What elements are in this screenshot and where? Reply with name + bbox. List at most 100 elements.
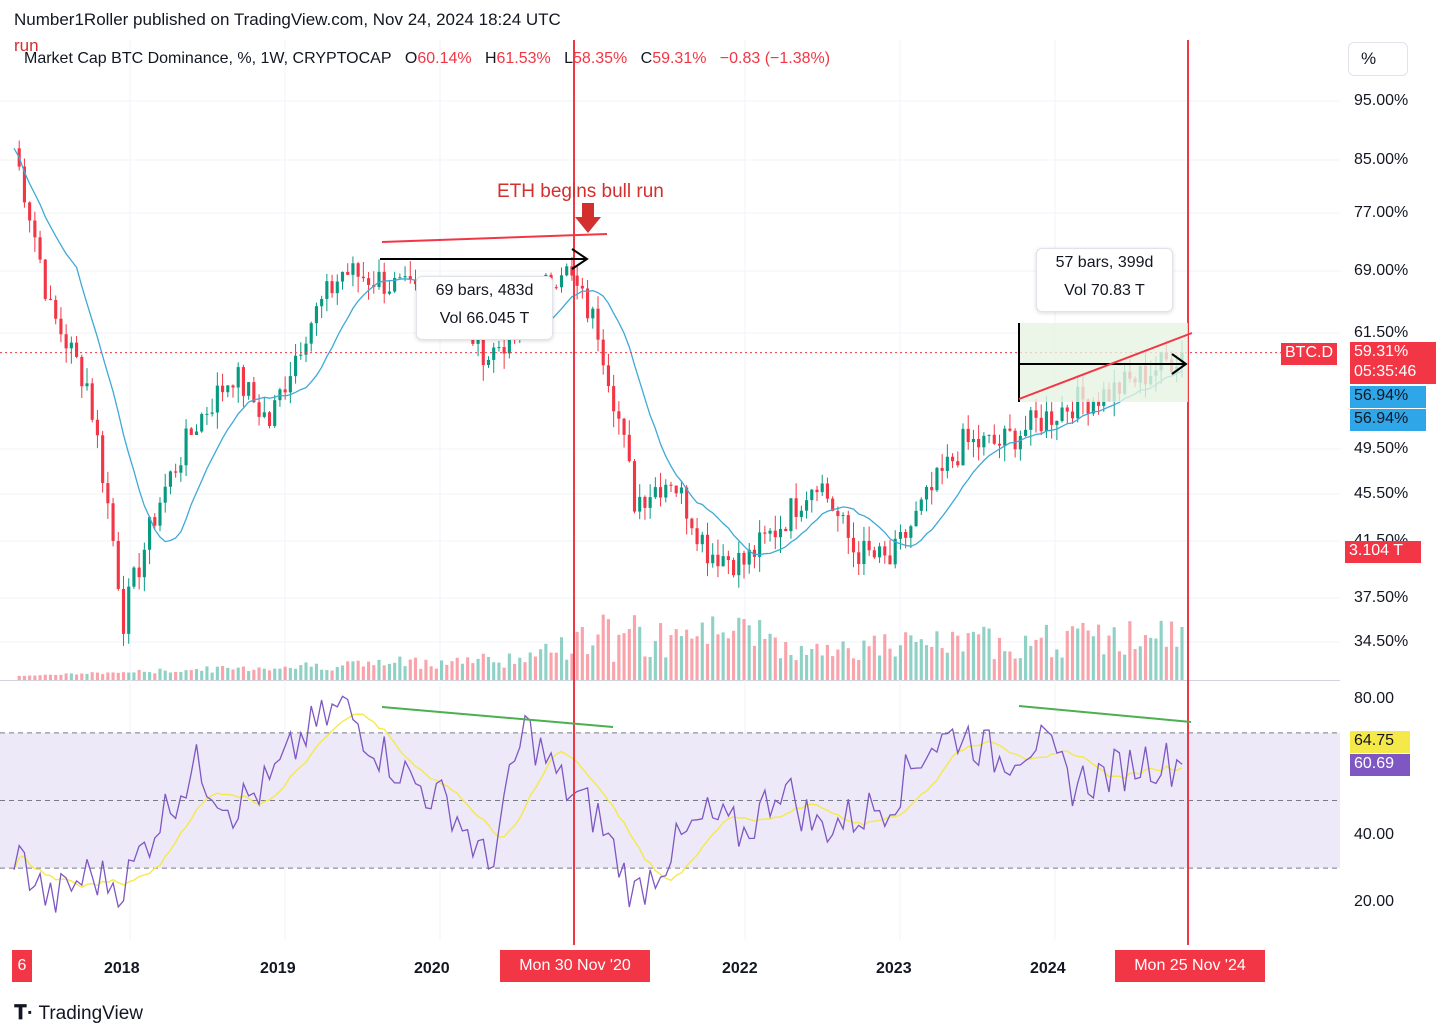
candle-body bbox=[1034, 410, 1038, 418]
candle-body bbox=[784, 528, 788, 532]
volume-bar bbox=[935, 631, 939, 680]
trend-line-top bbox=[381, 233, 608, 243]
candle-body bbox=[194, 431, 199, 435]
volume-bar bbox=[1070, 626, 1075, 680]
price-tick: 37.50% bbox=[1354, 589, 1409, 606]
volume-bar bbox=[659, 623, 663, 680]
candle-body bbox=[945, 456, 949, 471]
volume-bar bbox=[737, 617, 741, 680]
volume-bar bbox=[481, 653, 485, 680]
volume-bar bbox=[841, 641, 845, 680]
volume-bar bbox=[90, 672, 94, 680]
volume-bar bbox=[544, 643, 548, 680]
volume-bar bbox=[28, 675, 32, 680]
time-tick: 2019 bbox=[260, 960, 296, 977]
candle-body bbox=[632, 461, 637, 512]
volume-bar bbox=[898, 645, 902, 680]
volume-bar bbox=[377, 659, 381, 680]
candle-body bbox=[367, 278, 371, 285]
price-tick: 85.00% bbox=[1354, 151, 1409, 168]
candle-body bbox=[695, 528, 699, 545]
volume-bar bbox=[1055, 649, 1059, 680]
volume-bar bbox=[789, 655, 793, 680]
volume-bar bbox=[69, 673, 73, 680]
volume-bar bbox=[773, 637, 777, 680]
volume-bar bbox=[711, 616, 715, 680]
candle-body bbox=[163, 486, 167, 503]
candle-body bbox=[247, 382, 251, 396]
time-tick: 2022 bbox=[722, 960, 758, 977]
volume-bar bbox=[241, 666, 245, 680]
candle-body bbox=[1086, 399, 1090, 414]
candle-body bbox=[241, 367, 245, 396]
volume-bar bbox=[184, 670, 188, 680]
candle-body bbox=[22, 166, 26, 203]
candle-body bbox=[403, 276, 407, 278]
price-tick: 77.00% bbox=[1354, 204, 1409, 221]
candle-body bbox=[742, 552, 746, 565]
candle-body bbox=[924, 486, 929, 500]
volume-bar bbox=[361, 666, 365, 680]
percent-scale-button[interactable]: % bbox=[1348, 42, 1408, 76]
candle-body bbox=[893, 538, 897, 565]
candle-body bbox=[325, 281, 329, 299]
volume-bar bbox=[288, 667, 292, 680]
trend-line-rising bbox=[1018, 332, 1193, 400]
price-tick: 69.00% bbox=[1354, 262, 1409, 279]
volume-bar bbox=[466, 657, 470, 680]
candle-body bbox=[137, 567, 141, 578]
volume-bar bbox=[872, 635, 876, 680]
candle-body bbox=[909, 526, 913, 538]
volume-bar bbox=[971, 631, 975, 680]
volume-bar bbox=[1159, 620, 1163, 680]
volume-bar bbox=[221, 665, 225, 680]
pane-divider bbox=[0, 680, 1340, 681]
symbol-tag-badge: BTC.D bbox=[1281, 343, 1337, 365]
candle-body bbox=[898, 532, 902, 539]
candle-body bbox=[59, 318, 63, 335]
volume-bar bbox=[617, 634, 621, 680]
volume-bar bbox=[570, 653, 574, 680]
volume-bar bbox=[904, 632, 908, 680]
candle-body bbox=[888, 555, 892, 565]
footer-brand[interactable]: 𝐓∙ TradingView bbox=[14, 1002, 143, 1025]
range-volume-label: Vol 66.045 T bbox=[439, 310, 530, 327]
eth-annotation: ETH begins bull run bbox=[497, 181, 664, 202]
candle-body bbox=[606, 365, 610, 387]
candle-body bbox=[565, 266, 569, 276]
volume-bar bbox=[867, 646, 871, 680]
volume-bar bbox=[64, 673, 68, 680]
price-tick: 45.50% bbox=[1354, 485, 1409, 502]
candle-body bbox=[685, 487, 689, 519]
range-info-box-1[interactable]: 69 bars, 483d Vol 66.045 T bbox=[416, 276, 553, 340]
volume-bar bbox=[1149, 637, 1153, 680]
volume-bar bbox=[1180, 626, 1184, 680]
candle-body bbox=[174, 471, 178, 473]
volume-bar bbox=[153, 673, 157, 680]
volume-bar bbox=[393, 662, 397, 680]
volume-bar bbox=[137, 669, 141, 680]
volume-bar bbox=[502, 667, 506, 680]
volume-bar bbox=[815, 643, 819, 680]
volume-bar bbox=[679, 636, 683, 680]
candle-body bbox=[825, 483, 829, 499]
volume-bar bbox=[367, 661, 371, 680]
candle-body bbox=[789, 498, 793, 532]
volume-bar bbox=[825, 644, 829, 680]
volume-bar bbox=[252, 669, 256, 680]
volume-bar bbox=[80, 673, 84, 680]
volume-bar bbox=[643, 656, 647, 680]
candle-body bbox=[716, 554, 720, 567]
volume-bar bbox=[1154, 638, 1158, 680]
rsi-ma-badge: 64.75 bbox=[1350, 731, 1410, 753]
range-info-box-2[interactable]: 57 bars, 399d Vol 70.83 T bbox=[1036, 248, 1173, 312]
volume-bar bbox=[778, 658, 783, 680]
volume-bar bbox=[612, 661, 616, 680]
candle-body bbox=[648, 497, 652, 508]
volume-bar bbox=[685, 629, 689, 680]
volume-bar bbox=[1128, 621, 1132, 680]
candle-body bbox=[617, 411, 621, 419]
volume-bar bbox=[299, 665, 303, 680]
price-tick: 95.00% bbox=[1354, 92, 1409, 109]
